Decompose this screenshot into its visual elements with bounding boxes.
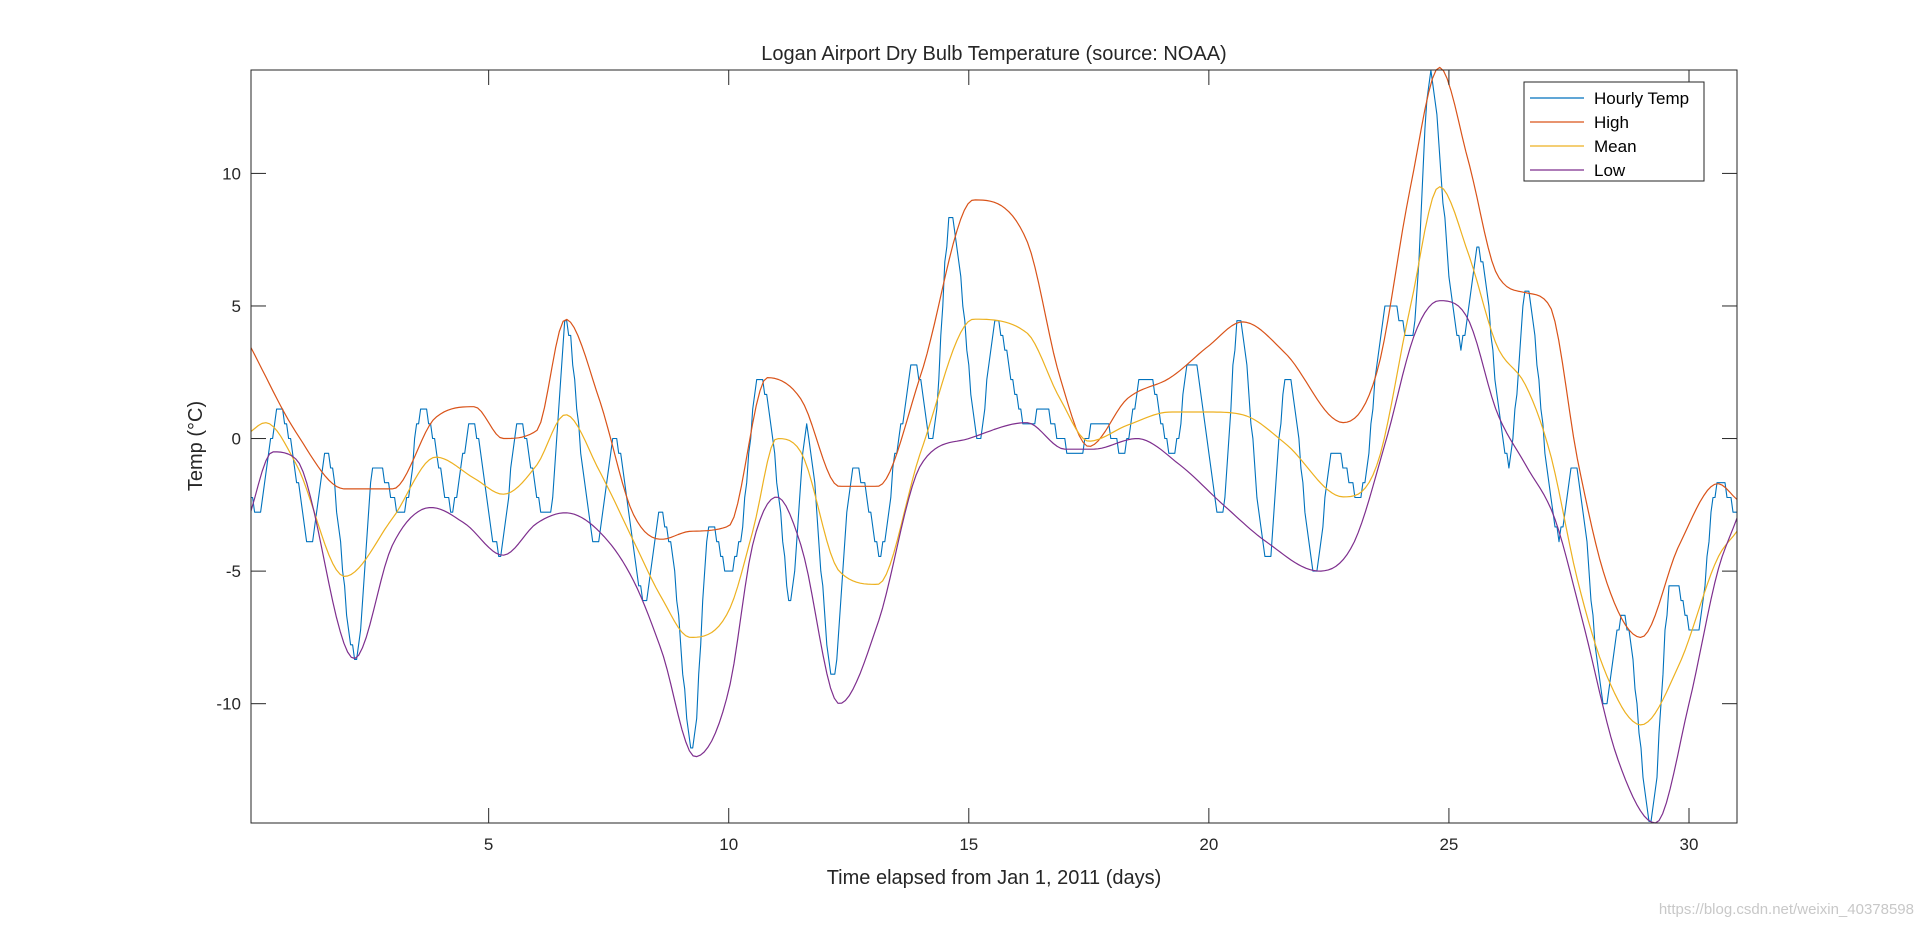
y-tick-label: -5 — [226, 562, 241, 581]
y-tick-label: 10 — [222, 164, 241, 183]
series-low — [250, 300, 1738, 824]
y-tick-label: -10 — [216, 695, 241, 714]
x-tick-label: 15 — [959, 835, 978, 854]
watermark: https://blog.csdn.net/weixin_40378598 — [1659, 901, 1914, 918]
x-axis-label: Time elapsed from Jan 1, 2011 (days) — [827, 867, 1162, 889]
legend: Hourly Temp High Mean Low — [1523, 81, 1705, 182]
series-high — [250, 66, 1738, 639]
y-axis-label: Temp (°C) — [185, 401, 207, 491]
legend-label-high: High — [1594, 113, 1629, 132]
legend-label-mean: Mean — [1594, 137, 1637, 156]
y-tick-label: 0 — [232, 430, 241, 449]
series-layer — [250, 66, 1738, 824]
x-tick-label: 25 — [1439, 835, 1458, 854]
axis-ticks: 5 10 15 20 25 30 -10 -5 0 5 10 — [216, 70, 1737, 854]
plot-area — [251, 70, 1737, 823]
x-tick-label: 10 — [719, 835, 738, 854]
legend-label-hourly-temp: Hourly Temp — [1594, 89, 1689, 108]
series-mean — [250, 186, 1738, 726]
plot-frame — [250, 69, 1738, 824]
x-tick-label: 30 — [1680, 835, 1699, 854]
x-tick-label: 5 — [484, 835, 493, 854]
legend-label-low: Low — [1594, 161, 1626, 180]
x-tick-label: 20 — [1199, 835, 1218, 854]
y-tick-label: 5 — [232, 297, 241, 316]
chart-title: Logan Airport Dry Bulb Temperature (sour… — [761, 43, 1226, 65]
